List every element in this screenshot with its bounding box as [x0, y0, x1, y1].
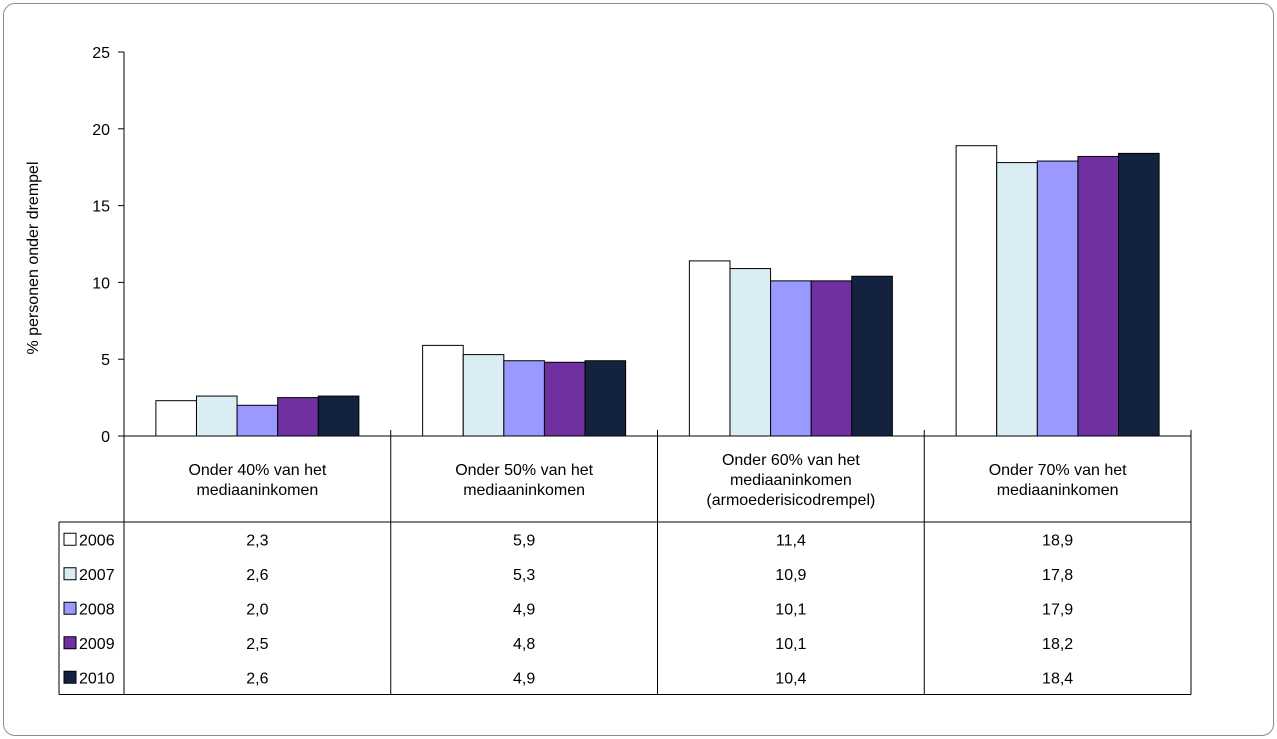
data-label-2006-2: 5,9 [513, 532, 535, 549]
y-tick-label: 10 [92, 275, 110, 292]
bar-2007-1 [195, 395, 238, 437]
data-label-2007-3: 10,9 [775, 567, 806, 584]
data-label-2009-4: 18,2 [1042, 636, 1073, 653]
category-label: (armoederisicodrempel) [706, 492, 875, 509]
data-label-2006-1: 2,3 [246, 532, 268, 549]
bar-2007-2 [462, 354, 505, 437]
bar-2006-2 [422, 344, 464, 437]
bar-2009-4 [1077, 155, 1120, 437]
bar-2006-3 [688, 260, 731, 437]
category-label: mediaaninkomen [730, 472, 852, 489]
legend-label-2007: 2007 [79, 567, 115, 584]
legend-swatch-2008 [63, 601, 77, 615]
legend-label-2010: 2010 [79, 670, 115, 687]
data-label-2006-3: 11,4 [776, 532, 806, 549]
data-label-2009-3: 10,1 [775, 636, 806, 653]
bar-2009-3 [810, 280, 853, 437]
data-label-2008-4: 17,9 [1042, 601, 1073, 618]
category-label: Onder 40% van het [188, 462, 326, 479]
legend-label-2009: 2009 [79, 636, 115, 653]
category-label: Onder 70% van het [989, 462, 1127, 479]
data-label-2009-2: 4,8 [513, 636, 535, 653]
data-label-2007-4: 17,8 [1042, 567, 1073, 584]
y-tick-label: 5 [101, 352, 110, 369]
category-label: mediaaninkomen [196, 482, 318, 499]
category-label: Onder 50% van het [455, 462, 593, 479]
legend-swatch-2006 [63, 532, 77, 546]
data-label-2010-2: 4,9 [513, 670, 535, 687]
legend-swatch-2007 [63, 567, 77, 581]
data-label-2006-4: 18,9 [1042, 532, 1073, 549]
chart-frame [3, 3, 1274, 736]
y-tick-label: 25 [92, 45, 110, 62]
y-tick-label: 15 [92, 199, 110, 216]
bar-2010-3 [851, 275, 893, 437]
data-label-2010-1: 2,6 [246, 670, 268, 687]
data-label-2008-1: 2,0 [246, 601, 268, 618]
data-label-2007-2: 5,3 [513, 567, 535, 584]
legend-swatch-2010 [63, 670, 77, 684]
bar-2010-2 [584, 360, 627, 437]
data-label-2008-3: 10,1 [775, 601, 806, 618]
data-label-2007-1: 2,6 [246, 567, 268, 584]
bar-2010-1 [317, 395, 360, 437]
bar-2010-4 [1118, 152, 1160, 437]
legend-label-2006: 2006 [79, 532, 115, 549]
data-label-2010-3: 10,4 [775, 670, 806, 687]
legend-swatch-2009 [63, 636, 77, 650]
bar-2007-4 [996, 162, 1038, 437]
legend-label-2008: 2008 [79, 601, 115, 618]
data-label-2008-2: 4,9 [513, 601, 535, 618]
bar-2008-1 [236, 404, 279, 437]
bar-2008-3 [770, 280, 812, 437]
bar-2009-1 [277, 397, 319, 437]
y-tick-label: 0 [101, 429, 110, 446]
bar-2009-2 [543, 361, 586, 437]
category-label: mediaaninkomen [997, 482, 1119, 499]
bar-2006-4 [955, 145, 998, 437]
data-label-2009-1: 2,5 [246, 636, 268, 653]
data-label-2010-4: 18,4 [1042, 670, 1073, 687]
category-label: mediaaninkomen [463, 482, 585, 499]
y-tick-label: 20 [92, 122, 110, 139]
bar-2008-2 [503, 360, 545, 437]
bar-2007-3 [729, 268, 772, 437]
bar-2006-1 [155, 400, 197, 437]
category-label: Onder 60% van het [722, 452, 860, 469]
bar-2008-4 [1036, 160, 1079, 437]
y-axis-title: % personen onder drempel [25, 161, 42, 354]
